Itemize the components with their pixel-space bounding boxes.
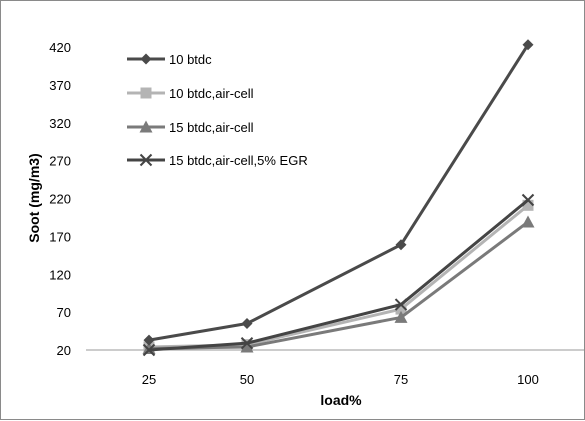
legend-item: 15 btdc,air-cell,5% EGR xyxy=(127,153,308,168)
data-point-marker xyxy=(395,303,407,315)
data-point-marker xyxy=(240,340,254,353)
series-3 xyxy=(142,215,535,354)
x-tick-labels: 25 50 75 100 xyxy=(142,372,539,387)
legend-item: 15 btdc,air-cell xyxy=(127,120,254,135)
series-group xyxy=(142,39,535,357)
y-tick-label: 120 xyxy=(49,267,71,282)
data-point-marker xyxy=(521,215,535,228)
x-tick-label: 50 xyxy=(240,372,254,387)
series-line xyxy=(148,198,529,352)
data-point-marker xyxy=(142,343,156,357)
x-tick-label: 75 xyxy=(394,372,408,387)
y-tick-label: 420 xyxy=(49,40,71,55)
legend-marker xyxy=(139,120,153,133)
y-tick-label: 270 xyxy=(49,154,71,169)
y-tick-label: 220 xyxy=(49,192,71,207)
legend: 10 btdc 10 btdc,air-cell 15 btdc,air-cell 1… xyxy=(127,52,308,168)
y-axis-title: Soot (mg/m3) xyxy=(26,153,42,242)
legend-marker xyxy=(140,53,152,65)
legend-marker xyxy=(140,87,152,99)
legend-label: 10 btdc xyxy=(169,52,212,67)
data-point-marker xyxy=(521,193,535,207)
y-tick-labels: 20 70 120 170 220 270 320 370 420 xyxy=(49,40,71,358)
y-tick-label: 370 xyxy=(49,78,71,93)
legend-item: 10 btdc xyxy=(127,52,212,67)
data-point-marker xyxy=(241,317,253,329)
legend-label: 15 btdc,air-cell xyxy=(169,120,254,135)
data-point-marker xyxy=(394,298,408,311)
data-point-marker xyxy=(143,334,155,346)
y-tick-label: 70 xyxy=(57,305,71,320)
data-point-marker xyxy=(522,199,534,211)
data-point-marker xyxy=(394,310,408,323)
legend-item: 10 btdc,air-cell xyxy=(127,86,254,101)
series-line xyxy=(148,43,530,342)
x-axis-title: load% xyxy=(320,392,362,408)
y-tick-label: 320 xyxy=(49,116,71,131)
y-tick-label: 170 xyxy=(49,229,71,244)
x-tick-label: 100 xyxy=(517,372,539,387)
legend-label: 15 btdc,air-cell,5% EGR xyxy=(169,153,308,168)
x-tick-label: 25 xyxy=(142,372,156,387)
data-point-marker xyxy=(522,39,534,51)
legend-marker xyxy=(139,153,153,167)
legend-label: 10 btdc,air-cell xyxy=(169,86,254,101)
data-point-marker xyxy=(395,239,407,251)
data-point-marker xyxy=(240,336,254,350)
series-1 xyxy=(143,39,534,346)
series-4 xyxy=(142,193,535,357)
y-tick-label: 20 xyxy=(57,343,71,358)
